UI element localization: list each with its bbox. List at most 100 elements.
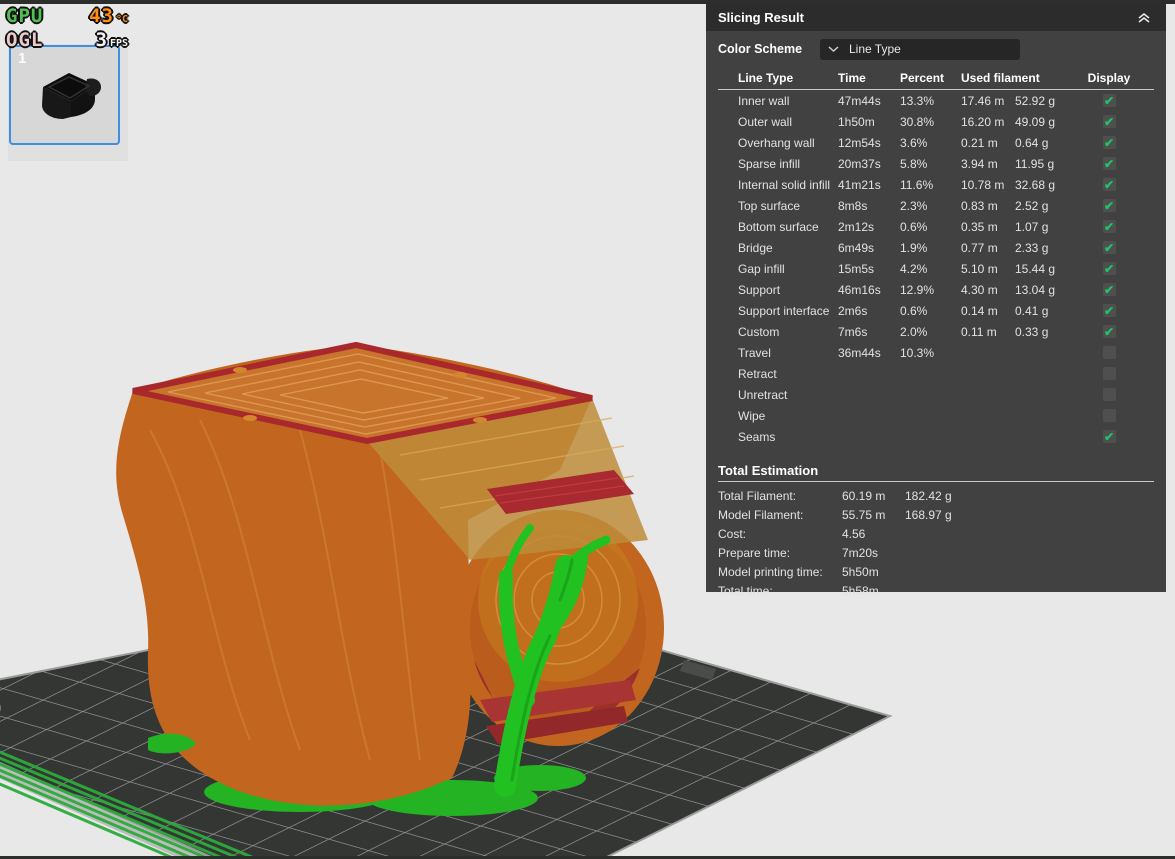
table-row: Wipe [718, 405, 1154, 426]
filament-weight-cell: 0.33 g [1015, 324, 1049, 339]
filament-length-cell: 10.78 m [961, 177, 1005, 192]
color-scheme-row: Color Scheme Line Type [718, 38, 1154, 60]
totals-row: Model Filament: 55.75 m 168.97 g [718, 505, 1154, 524]
display-checkbox[interactable] [1102, 262, 1116, 275]
table-row: Retract [718, 363, 1154, 384]
totals-value: 60.19 m [842, 488, 886, 503]
time-cell: 20m37s [838, 156, 881, 171]
display-checkbox[interactable] [1102, 136, 1116, 149]
table-row: Internal solid infill 41m21s 11.6% 10.78… [718, 174, 1154, 195]
table-row: Inner wall 47m44s 13.3% 17.46 m 52.92 g [718, 90, 1154, 111]
filament-length-cell: 4.30 m [961, 282, 998, 297]
totals-label: Total time: [718, 583, 773, 598]
totals-label: Total Filament: [718, 488, 797, 503]
chevron-down-icon [828, 45, 839, 53]
plate-index-label: 1 [18, 50, 27, 67]
renderer-label: OGL [6, 29, 44, 51]
line-type-label: Internal solid infill [738, 177, 831, 192]
time-cell: 7m6s [838, 324, 868, 339]
display-checkbox[interactable] [1102, 94, 1116, 107]
fps-unit: FPS [109, 38, 128, 49]
filament-weight-cell: 13.04 g [1015, 282, 1056, 297]
window-bottom-edge [0, 856, 1175, 859]
header-display: Display [1087, 70, 1131, 85]
color-scheme-dropdown[interactable]: Line Type [820, 38, 1020, 60]
collapse-panel-button[interactable] [1134, 8, 1154, 28]
filament-length-cell: 0.14 m [961, 303, 998, 318]
display-checkbox[interactable] [1102, 325, 1116, 338]
filament-weight-cell: 11.95 g [1015, 156, 1055, 171]
table-row: Gap infill 15m5s 4.2% 5.10 m 15.44 g [718, 258, 1154, 279]
display-checkbox[interactable] [1102, 199, 1116, 212]
totals-row: Model printing time: 5h50m [718, 562, 1154, 581]
filament-weight-cell: 52.92 g [1015, 93, 1056, 108]
table-header: Line Type Time Percent Used filament Dis… [718, 66, 1154, 90]
display-checkbox[interactable] [1102, 430, 1116, 443]
percent-cell: 0.6% [900, 303, 928, 318]
line-type-label: Seams [738, 429, 776, 444]
display-checkbox[interactable] [1102, 220, 1116, 233]
totals-value: 5h50m [842, 564, 879, 579]
percent-cell: 5.8% [900, 156, 928, 171]
display-checkbox[interactable] [1102, 283, 1116, 296]
gpu-temp-value: 43 [89, 5, 114, 27]
percent-cell: 2.0% [900, 324, 928, 339]
table-row: Travel 36m44s 10.3% [718, 342, 1154, 363]
header-time: Time [838, 70, 866, 85]
plate-thumbnail-area: 1 [8, 44, 128, 161]
plate-logo-text: Bambu Lab [0, 697, 2, 730]
time-cell: 36m44s [838, 345, 881, 360]
performance-overlay: GPU 43 °C OGL 3 FPS [6, 5, 128, 53]
display-checkbox[interactable] [1102, 346, 1116, 359]
filament-length-cell: 5.10 m [961, 261, 998, 276]
percent-cell: 4.2% [900, 261, 928, 276]
panel-title: Slicing Result [718, 10, 804, 25]
line-type-label: Inner wall [738, 93, 790, 108]
gpu-temp-line: GPU 43 °C [6, 5, 128, 29]
display-checkbox[interactable] [1102, 409, 1116, 422]
table-row: Overhang wall 12m54s 3.6% 0.21 m 0.64 g [718, 132, 1154, 153]
temp-unit: °C [115, 14, 128, 25]
totals-value2: 182.42 g [905, 488, 952, 503]
display-checkbox[interactable] [1102, 241, 1116, 254]
filament-weight-cell: 2.52 g [1015, 198, 1049, 213]
totals-value2: 168.97 g [905, 507, 952, 522]
time-cell: 12m54s [838, 135, 881, 150]
line-type-label: Overhang wall [738, 135, 815, 150]
total-estimation-table: Total Filament: 60.19 m 182.42 g Model F… [718, 486, 1154, 600]
support-blob [148, 733, 196, 754]
totals-row: Total time: 5h58m [718, 581, 1154, 600]
line-type-table: Inner wall 47m44s 13.3% 17.46 m 52.92 g … [718, 90, 1154, 447]
display-checkbox[interactable] [1102, 157, 1116, 170]
filament-weight-cell: 0.41 g [1015, 303, 1049, 318]
slicing-result-panel: Slicing Result Color Scheme Line Type Li… [706, 4, 1166, 598]
line-type-label: Unretract [738, 387, 788, 402]
table-row: Unretract [718, 384, 1154, 405]
display-checkbox[interactable] [1102, 388, 1116, 401]
filament-weight-cell: 2.33 g [1015, 240, 1049, 255]
time-cell: 15m5s [838, 261, 875, 276]
percent-cell: 10.3% [900, 345, 935, 360]
totals-value: 5h58m [842, 583, 879, 598]
chevrons-up-icon [1138, 12, 1150, 23]
display-checkbox[interactable] [1102, 304, 1116, 317]
totals-row: Cost: 4.56 [718, 524, 1154, 543]
time-cell: 2m6s [838, 303, 868, 318]
display-checkbox[interactable] [1102, 367, 1116, 380]
plate-thumbnail[interactable]: 1 [9, 45, 120, 145]
filament-weight-cell: 49.09 g [1015, 114, 1056, 129]
header-line-type: Line Type [738, 70, 794, 85]
filament-length-cell: 0.21 m [961, 135, 998, 150]
display-checkbox[interactable] [1102, 115, 1116, 128]
total-estimation-title: Total Estimation [718, 462, 819, 478]
time-cell: 41m21s [838, 177, 881, 192]
line-type-label: Top surface [738, 198, 801, 213]
time-cell: 8m8s [838, 198, 868, 213]
table-row: Support interface 2m6s 0.6% 0.14 m 0.41 … [718, 300, 1154, 321]
header-used-filament: Used filament [961, 70, 1040, 85]
display-checkbox[interactable] [1102, 178, 1116, 191]
fps-line: OGL 3 FPS [6, 29, 128, 53]
filament-weight-cell: 0.64 g [1015, 135, 1049, 150]
model-red-ledge [487, 470, 634, 514]
